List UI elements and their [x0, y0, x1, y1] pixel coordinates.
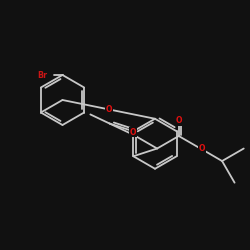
Text: O: O	[176, 116, 182, 125]
Text: O: O	[130, 128, 136, 137]
Text: O: O	[106, 105, 112, 114]
Text: Br: Br	[38, 70, 48, 80]
Text: O: O	[198, 144, 205, 153]
